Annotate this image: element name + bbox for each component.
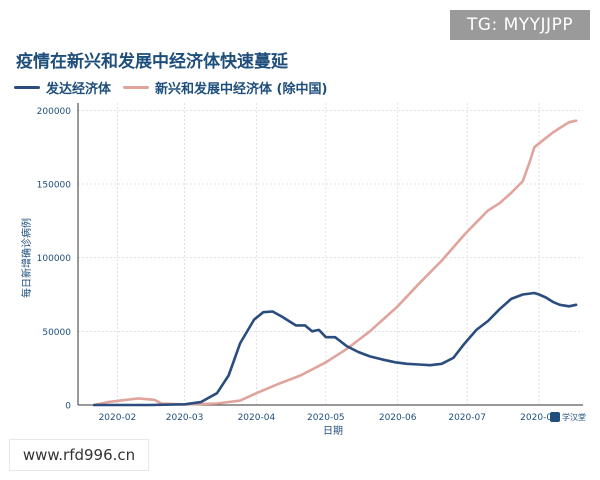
logo: 学汉堂 (550, 409, 586, 425)
series-lines (92, 119, 578, 407)
legend-label-developed: 发达经济体 (46, 81, 112, 97)
telegram-badge: TG: MYYJJPP (450, 10, 590, 40)
watermark: www.rfd996.cn (10, 440, 148, 470)
y-tick-label: 50000 (42, 328, 71, 338)
series-line-developed (92, 291, 578, 407)
x-axis-label: 日期 (323, 425, 343, 437)
legend-swatch-developed (14, 85, 40, 89)
x-tick-label: 2020-08 (520, 413, 558, 423)
x-tick-label: 2020-06 (379, 413, 417, 423)
x-tick-label: 2020-03 (166, 413, 204, 423)
x-tick-labels: 2020-02 2020-03 2020-04 2020-05 2020-06 2020-… (99, 413, 558, 423)
series-line-emerging (92, 119, 578, 407)
chart-legend: 发达经济体 新兴和发展中经济体 (除中国) (14, 77, 339, 97)
x-tick-label: 2020-05 (307, 413, 345, 423)
chart-title: 疫情在新兴和发展中经济体快速蔓延 (16, 52, 288, 72)
x-tick-label: 2020-04 (238, 413, 276, 423)
y-axis-label: 每日新增确诊病例 (20, 218, 33, 298)
legend-swatch-emerging (123, 85, 150, 89)
legend-item-developed: 发达经济体 (14, 78, 111, 97)
y-tick-label: 150000 (37, 181, 72, 191)
x-tick-label: 2020-07 (448, 413, 486, 423)
logo-text: 学汉堂 (562, 412, 586, 422)
y-tick-label: 100000 (37, 254, 72, 264)
x-tick-label: 2020-02 (99, 413, 137, 423)
legend-label-emerging: 新兴和发展中经济体 (除中国) (155, 81, 328, 97)
y-tick-label: 200000 (37, 107, 72, 117)
legend-item-emerging: 新兴和发展中经济体 (除中国) (123, 78, 327, 97)
y-tick-label: 0 (65, 402, 71, 412)
y-tick-labels: 0 50000 100000 150000 200000 (37, 107, 72, 412)
logo-mark-icon (550, 412, 560, 422)
